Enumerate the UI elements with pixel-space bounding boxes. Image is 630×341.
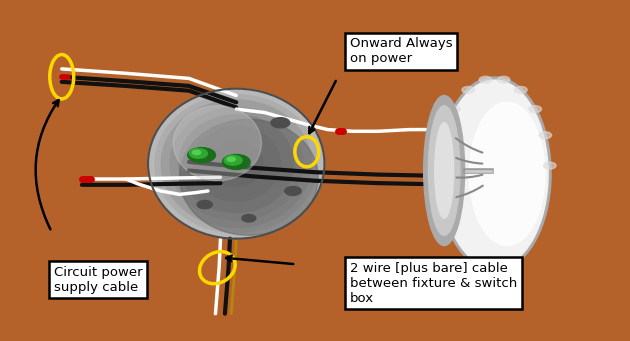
Ellipse shape xyxy=(285,187,301,195)
Ellipse shape xyxy=(469,102,545,246)
Circle shape xyxy=(188,148,215,163)
Circle shape xyxy=(438,132,450,139)
Ellipse shape xyxy=(197,201,212,209)
Ellipse shape xyxy=(428,106,460,235)
Ellipse shape xyxy=(242,214,256,222)
Ellipse shape xyxy=(192,126,280,201)
Circle shape xyxy=(544,162,556,169)
Ellipse shape xyxy=(180,119,318,235)
Ellipse shape xyxy=(148,89,324,239)
Text: Circuit power
supply cable: Circuit power supply cable xyxy=(54,266,142,294)
FancyArrowPatch shape xyxy=(456,175,483,178)
FancyArrowPatch shape xyxy=(456,186,483,197)
Ellipse shape xyxy=(441,80,548,268)
FancyArrowPatch shape xyxy=(456,158,483,164)
Circle shape xyxy=(224,155,242,165)
Circle shape xyxy=(227,157,236,162)
Circle shape xyxy=(529,106,542,113)
Circle shape xyxy=(479,76,492,83)
Ellipse shape xyxy=(271,118,290,128)
Circle shape xyxy=(462,87,474,93)
Text: 2 wire [plus bare] cable
between fixture & switch
box: 2 wire [plus bare] cable between fixture… xyxy=(350,262,517,305)
Ellipse shape xyxy=(155,95,318,233)
Circle shape xyxy=(222,154,250,169)
Circle shape xyxy=(447,106,460,113)
Circle shape xyxy=(515,87,527,93)
Ellipse shape xyxy=(173,106,261,181)
Ellipse shape xyxy=(161,100,311,227)
Circle shape xyxy=(497,76,510,83)
Ellipse shape xyxy=(423,95,465,246)
Circle shape xyxy=(539,132,551,139)
Ellipse shape xyxy=(179,115,294,212)
Circle shape xyxy=(433,162,445,169)
Circle shape xyxy=(192,150,201,155)
Circle shape xyxy=(190,149,207,158)
FancyArrowPatch shape xyxy=(455,138,483,152)
Text: Onward Always
on power: Onward Always on power xyxy=(350,37,452,65)
Ellipse shape xyxy=(170,107,302,220)
Ellipse shape xyxy=(210,141,263,186)
Ellipse shape xyxy=(435,123,454,218)
